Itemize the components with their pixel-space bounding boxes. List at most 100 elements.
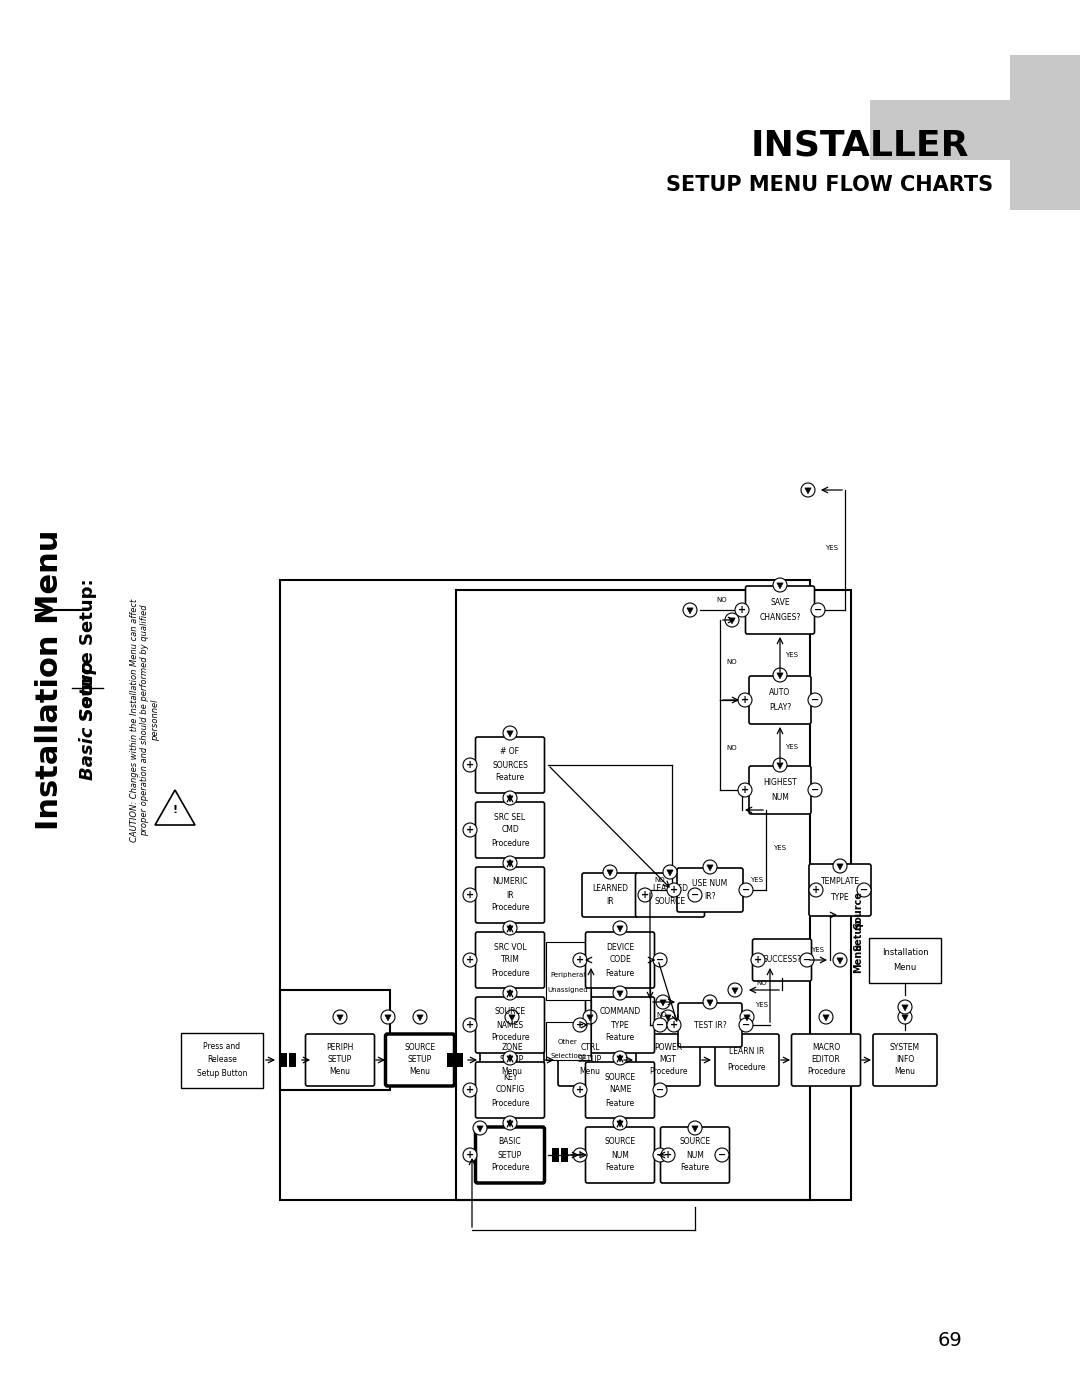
FancyBboxPatch shape [750,676,811,724]
Text: TEMPLATE: TEMPLATE [821,877,860,887]
Polygon shape [706,865,713,870]
Text: NO: NO [657,1011,667,1018]
Text: SETUP: SETUP [328,1056,352,1065]
Text: NAME: NAME [609,1085,631,1094]
Text: IR: IR [606,897,613,907]
Text: CODE: CODE [609,956,631,964]
FancyBboxPatch shape [661,1127,729,1183]
Text: YES: YES [785,652,798,658]
Text: Setup: Setup [853,919,863,951]
Polygon shape [337,1014,343,1021]
Text: +: + [576,1150,584,1160]
Text: Press and: Press and [203,1042,241,1051]
Polygon shape [507,990,513,997]
Text: SOURCE: SOURCE [605,1137,635,1147]
Text: CTRL: CTRL [580,1044,599,1052]
Bar [546,942,591,1000]
Circle shape [738,782,752,798]
Text: YES: YES [811,947,824,953]
Text: Procedure: Procedure [490,838,529,848]
Text: Menu: Menu [329,1067,351,1077]
FancyBboxPatch shape [677,868,743,912]
FancyBboxPatch shape [386,1034,455,1085]
Circle shape [773,668,787,682]
Circle shape [653,1083,667,1097]
Bar [562,1148,568,1162]
Text: +: + [465,826,474,835]
Text: +: + [754,956,762,965]
FancyBboxPatch shape [585,1062,654,1118]
Text: Feature: Feature [606,968,635,978]
Text: +: + [576,1020,584,1030]
Text: +: + [465,1150,474,1160]
Text: SAVE: SAVE [770,598,789,608]
Text: Selections: Selections [550,1053,586,1059]
Polygon shape [665,1014,671,1021]
Text: −: − [742,1020,751,1030]
Polygon shape [666,870,673,876]
Text: MGT: MGT [660,1056,676,1065]
Text: YES: YES [825,545,838,550]
Polygon shape [744,1014,751,1021]
Text: Basic Setup: Basic Setup [79,661,97,780]
Circle shape [653,1148,667,1162]
Circle shape [503,921,517,935]
FancyBboxPatch shape [636,1034,700,1085]
Circle shape [739,1018,753,1032]
Circle shape [583,1010,597,1024]
Text: Unassigned: Unassigned [548,988,589,993]
Text: Procedure: Procedure [490,1034,529,1042]
Polygon shape [837,863,843,870]
Text: HIGHEST: HIGHEST [764,778,797,787]
Text: AUTO: AUTO [769,689,791,697]
Text: Feature: Feature [680,1164,710,1172]
Text: TYPE: TYPE [831,894,849,902]
Polygon shape [823,1014,829,1021]
Text: +: + [670,1020,678,1030]
Circle shape [613,986,627,1000]
Circle shape [735,604,750,617]
FancyBboxPatch shape [475,868,544,923]
Circle shape [811,604,825,617]
FancyBboxPatch shape [585,932,654,988]
Circle shape [773,578,787,592]
Text: SYSTEM: SYSTEM [890,1044,920,1052]
Text: SOURCE: SOURCE [654,897,686,907]
Circle shape [505,1010,519,1024]
Text: BASIC: BASIC [499,1137,522,1147]
Circle shape [573,1018,588,1032]
Circle shape [603,865,617,879]
Text: CMD: CMD [501,826,518,834]
Circle shape [503,1051,517,1065]
Circle shape [573,953,588,967]
Text: Feature: Feature [496,774,525,782]
Text: YES: YES [785,745,798,750]
Text: SETUP: SETUP [500,1056,524,1065]
Circle shape [463,953,477,967]
Text: DEVICE: DEVICE [606,943,634,951]
Text: Installation: Installation [881,949,929,957]
FancyBboxPatch shape [475,1127,544,1183]
Text: Procedure: Procedure [490,968,529,978]
Circle shape [573,1148,588,1162]
Text: !: ! [173,805,177,814]
Text: NUM: NUM [611,1151,629,1160]
Polygon shape [509,1014,515,1021]
Polygon shape [837,958,843,964]
Text: −: − [656,956,664,965]
Text: +: + [812,886,820,895]
Text: SRC SEL: SRC SEL [495,813,526,821]
Bar [280,990,390,1090]
FancyBboxPatch shape [480,1034,544,1085]
Text: SOURCE: SOURCE [679,1137,711,1147]
Circle shape [667,883,681,897]
Text: NO: NO [757,981,767,986]
Circle shape [715,1148,729,1162]
Circle shape [503,856,517,870]
Circle shape [381,1010,395,1024]
Text: NO: NO [717,597,727,604]
Text: Procedure: Procedure [649,1067,687,1077]
Text: POWER: POWER [653,1044,683,1052]
Text: Menu: Menu [853,943,863,974]
Circle shape [503,1116,517,1130]
